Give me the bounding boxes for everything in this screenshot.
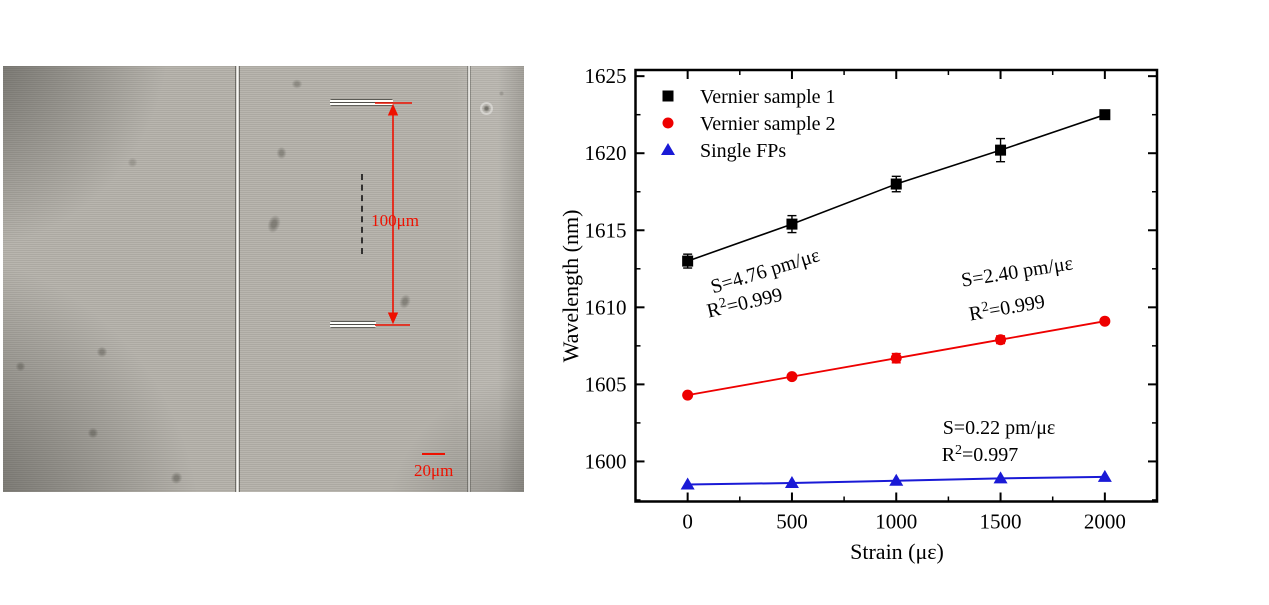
y-tick-label: 1605 xyxy=(585,372,627,396)
annotation: R2=0.999 xyxy=(967,290,1046,326)
series-1 xyxy=(682,109,1111,269)
y-tick-label: 1600 xyxy=(585,449,627,473)
marker-square xyxy=(662,90,674,102)
marker-circle xyxy=(995,334,1007,346)
marker-circle xyxy=(786,371,798,383)
annotation: S=0.22 pm/με xyxy=(943,417,1056,439)
series-2 xyxy=(682,315,1111,401)
marker-circle xyxy=(662,117,674,129)
x-tick-label: 500 xyxy=(776,510,808,534)
series-3 xyxy=(680,469,1112,490)
y-tick-label: 1615 xyxy=(585,218,627,242)
arrow-down-icon xyxy=(387,312,399,325)
marker-square xyxy=(890,178,902,190)
marker-circle xyxy=(682,389,694,401)
strain-wavelength-chart: 0 500 1000 1500 2000 1600 1605 1610 1615 1620 1625… xyxy=(558,64,1159,564)
x-tick-label: 1000 xyxy=(875,510,917,534)
micrograph-annotations: 100μm 20μm xyxy=(371,102,453,480)
x-tick-label: 2000 xyxy=(1084,510,1126,534)
marker-circle xyxy=(1099,315,1111,327)
x-axis-label: Strain (με) xyxy=(850,539,944,564)
legend-label: Vernier sample 2 xyxy=(700,113,836,135)
marker-square xyxy=(786,218,798,230)
marker-triangle xyxy=(889,473,904,486)
marker-square xyxy=(1099,109,1111,121)
axis-ticks xyxy=(635,70,1157,502)
marker-triangle xyxy=(784,476,799,489)
scale-bar-label: 20μm xyxy=(414,461,453,480)
marker-triangle xyxy=(1097,469,1112,482)
marker-square xyxy=(682,255,694,267)
y-tick-label: 1620 xyxy=(585,141,627,165)
marker-triangle xyxy=(680,477,695,490)
marker-triangle xyxy=(661,143,675,155)
x-tick-label: 1500 xyxy=(980,510,1022,534)
legend: Vernier sample 1 Vernier sample 2 Single F… xyxy=(661,86,836,162)
legend-label: Vernier sample 1 xyxy=(700,86,836,108)
marker-circle xyxy=(890,352,902,364)
y-tick-label: 1625 xyxy=(585,64,627,88)
legend-label: Single FPs xyxy=(700,140,786,162)
annotation: S=2.40 pm/με xyxy=(960,252,1075,291)
gap-length-label: 100μm xyxy=(371,211,419,230)
arrow-up-icon xyxy=(387,103,399,116)
annotation: R2=0.997 xyxy=(942,443,1019,466)
x-tick-label: 0 xyxy=(682,510,693,534)
micrograph-panel: 100μm 20μm xyxy=(3,66,524,492)
y-axis-label: Wavelength (nm) xyxy=(558,210,583,363)
marker-square xyxy=(995,144,1007,156)
marker-triangle xyxy=(993,471,1008,484)
y-tick-label: 1610 xyxy=(585,295,627,319)
